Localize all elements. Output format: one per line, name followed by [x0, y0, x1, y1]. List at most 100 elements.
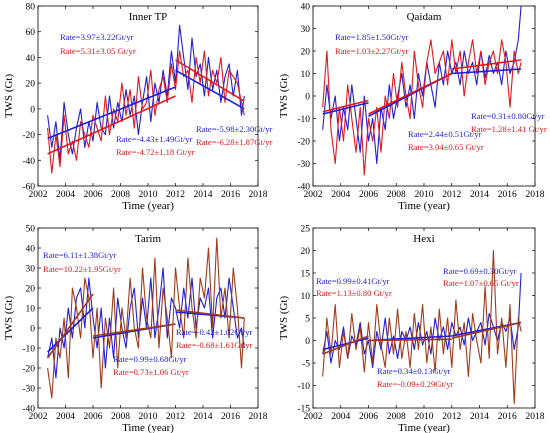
x-tick-label: 2014 — [470, 412, 489, 422]
rate-annotation: Rate=-6.28±1.87Gt/yr — [196, 137, 273, 147]
x-tick-label: 2004 — [331, 190, 350, 200]
trend-line-blue — [322, 337, 369, 351]
x-axis-label: Time (year) — [398, 422, 450, 433]
y-tick-label: -10 — [297, 382, 310, 392]
y-tick-label: -20 — [297, 138, 310, 148]
y-tick-label: 0 — [305, 337, 310, 347]
x-tick-label: 2014 — [470, 190, 489, 200]
x-tick-label: 2004 — [56, 190, 75, 200]
y-tick-label: -10 — [297, 115, 310, 125]
y-axis-label: TWS (Gt) — [278, 74, 290, 119]
x-tick-label: 2002 — [29, 412, 48, 422]
panel-title: Inner TP — [129, 11, 168, 23]
y-axis-label: TWS (Gt) — [3, 296, 15, 341]
y-tick-label: 20 — [301, 48, 311, 58]
rate-annotation: Rate=1.85±1.50Gt/yr — [335, 32, 409, 42]
x-tick-label: 2018 — [526, 412, 545, 422]
y-tick-label: 80 — [26, 3, 36, 13]
rate-annotation: Rate=3.97±3.22Gt/yr — [60, 32, 134, 42]
rate-annotation: Rate=2.44±0.51Gt/yr — [408, 129, 482, 139]
y-tick-label: -40 — [297, 183, 310, 193]
x-tick-label: 2018 — [526, 190, 545, 200]
y-tick-label: 15 — [301, 270, 311, 280]
x-tick-label: 2018 — [249, 190, 268, 200]
rate-annotation: Rate=3.04±0.65 Gt/yr — [408, 142, 484, 152]
rate-annotation: Rate=10.22±1.95Gt/yr — [43, 264, 121, 274]
x-tick-label: 2010 — [139, 190, 158, 200]
y-tick-label: 20 — [26, 80, 36, 90]
trend-line-red — [451, 59, 522, 70]
y-tick-label: 40 — [301, 3, 311, 13]
trend-line-blue — [451, 68, 522, 75]
trend-line-blue — [47, 307, 94, 353]
panel-hexi: 2002 2004 2006 2008 2010 2012 2014 2016 2018-15-… — [278, 225, 545, 433]
y-tick-label: 0 — [305, 93, 310, 103]
trend-line-blue — [175, 69, 245, 110]
rate-annotation: Rate=6.11±1.38Gt/yr — [43, 250, 116, 260]
series-line-blue — [322, 5, 522, 165]
series-line-red — [47, 50, 245, 174]
rate-annotation: Rate=-5.98±2.30Gt/yr — [196, 124, 273, 134]
y-tick-label: -15 — [297, 405, 310, 415]
y-axis-label: TWS (Gt) — [3, 74, 15, 119]
x-axis-label: Time (year) — [122, 200, 174, 212]
y-tick-label: 20 — [301, 247, 311, 257]
rate-annotation: Rate=-0.09±0.29Gt/yr — [377, 379, 454, 389]
panel-qaidam: 2002 2004 2006 2008 2010 2012 2014 2016 2018-40-… — [278, 3, 547, 213]
rate-annotation: Rate=0.34±0.13Gt/yr — [377, 366, 451, 376]
x-tick-label: 2014 — [194, 190, 213, 200]
rate-annotation: Rate=-4.72±1.18 Gt/yr — [116, 147, 195, 157]
panel-inner-tp: 2002 2004 2006 2008 2010 2012 2014 2016 2018 -60 -… — [3, 3, 273, 213]
x-tick-label: 2006 — [84, 190, 103, 200]
x-tick-label: 2002 — [304, 412, 323, 422]
y-tick-label: 10 — [301, 292, 311, 302]
panel-tarim: 2002 2004 2006 2008 2010 2012 2014 2016 2018-40-… — [3, 225, 268, 433]
rate-annotation: Rate=0.99±0.41Gt/yr — [316, 276, 390, 286]
series-line-blue — [47, 24, 245, 161]
x-tick-label: 2004 — [331, 412, 350, 422]
y-tick-label: -30 — [22, 385, 35, 395]
y-tick-label: 30 — [26, 265, 36, 275]
rate-annotation: Rate=1.13±0.80 Gt/yr — [316, 288, 392, 298]
y-tick-label: -60 — [22, 183, 35, 193]
y-tick-label: -10 — [22, 345, 35, 355]
x-tick-label: 2010 — [415, 190, 434, 200]
x-tick-label: 2002 — [29, 190, 48, 200]
y-tick-label: -30 — [297, 160, 310, 170]
y-tick-label: 40 — [26, 245, 36, 255]
panel-title: Hexi — [413, 233, 434, 245]
trend-line-brown — [451, 321, 522, 340]
trend-line-red — [47, 95, 176, 155]
series-line-brown — [47, 237, 245, 399]
panel-title: Qaidam — [407, 11, 442, 23]
trend-line-red — [175, 59, 245, 102]
rate-annotation: Rate=1.07±0.65 Gt/yr — [443, 278, 519, 288]
rate-annotation: Rate=0.31±0.80Gt/yr — [471, 111, 545, 121]
x-tick-label: 2012 — [442, 190, 461, 200]
y-tick-label: 60 — [26, 28, 36, 38]
y-tick-label: -20 — [22, 365, 35, 375]
y-tick-label: 20 — [26, 285, 36, 295]
y-tick-label: 25 — [301, 225, 311, 235]
y-tick-label: 10 — [26, 305, 36, 315]
rate-annotation: Rate=1.28±1.41 Gt/yr — [471, 124, 547, 134]
rate-annotation: Rate=-4.43±1.49Gt/yr — [116, 134, 193, 144]
rate-annotation: Rate=5.31±3.05 Gt/yr — [60, 46, 136, 56]
x-tick-label: 2006 — [359, 190, 378, 200]
panel-title: Tarim — [135, 233, 162, 245]
x-tick-label: 2008 — [387, 412, 406, 422]
trend-line-brown — [322, 335, 369, 355]
x-tick-label: 2014 — [194, 412, 213, 422]
trend-line-blue — [47, 86, 176, 140]
y-tick-label: 50 — [26, 225, 36, 235]
x-tick-label: 2016 — [221, 412, 240, 422]
x-tick-label: 2012 — [442, 412, 461, 422]
rate-annotation: Rate=0.99±0.68Gt/yr — [113, 354, 187, 364]
rate-annotation: Rate=1.03±2.27Gt/yr — [335, 46, 409, 56]
y-axis-label: TWS (Gt) — [278, 296, 290, 341]
trend-line-red — [368, 72, 453, 115]
x-tick-label: 2008 — [387, 190, 406, 200]
x-tick-label: 2006 — [84, 412, 103, 422]
series-line-brown — [322, 249, 522, 405]
